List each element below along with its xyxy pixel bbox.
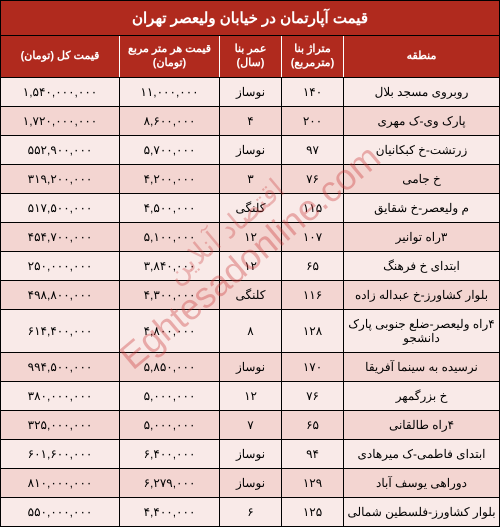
cell-area: ۱۲۵ bbox=[281, 498, 343, 526]
cell-region: خ بزرگمهر bbox=[343, 382, 499, 410]
cell-region: ۴راه طالقانی bbox=[343, 411, 499, 439]
cell-area: ۱۲۸ bbox=[281, 310, 343, 352]
table-row: خ بزرگمهر۷۶۱۲۵,۰۰۰,۰۰۰۳۸۰,۰۰۰,۰۰۰ bbox=[1, 381, 499, 410]
cell-price-total: ۶۱۴,۴۰۰,۰۰۰ bbox=[1, 310, 119, 352]
cell-price-m: ۵,۸۵۰,۰۰۰ bbox=[119, 353, 219, 381]
cell-area: ۲۰۰ bbox=[281, 107, 343, 135]
cell-region: بلوار کشاورز-خ عبداله زاده bbox=[343, 281, 499, 309]
cell-price-m: ۸,۶۰۰,۰۰۰ bbox=[119, 107, 219, 135]
table-row: بلوار کشاورز-خ عبداله زاده۱۱۶کلنگی۴,۳۰۰,… bbox=[1, 280, 499, 309]
cell-area: ۶۵ bbox=[281, 252, 343, 280]
cell-age: ۸ bbox=[219, 310, 281, 352]
table-row: ۴راه ولیعصر-ضلع جنوبی پارک دانشجو۱۲۸۸۴,۸… bbox=[1, 309, 499, 352]
table-row: روبروی مسجد بلال۱۴۰نوساز۱۱,۰۰۰,۰۰۰۱,۵۴۰,… bbox=[1, 77, 499, 106]
header-price-m: قیمت هر متر مربع (تومان) bbox=[119, 36, 219, 77]
cell-price-m: ۶,۲۷۹,۰۰۰ bbox=[119, 469, 219, 497]
table-row: خ جامی۷۶۳۴,۲۰۰,۰۰۰۳۱۹,۲۰۰,۰۰۰ bbox=[1, 164, 499, 193]
cell-price-total: ۹۹۴,۵۰۰,۰۰۰ bbox=[1, 353, 119, 381]
header-age: عمر بنا (سال) bbox=[219, 36, 281, 77]
table-row: ابتدای فاطمی-ک میرهادی۹۴نوساز۶,۴۰۰,۰۰۰۶۰… bbox=[1, 439, 499, 468]
table-row: پارک وی-ک مهری۲۰۰۴۸,۶۰۰,۰۰۰۱,۷۲۰,۰۰۰,۰۰۰ bbox=[1, 106, 499, 135]
table-row: نرسیده به سینما آفریقا۱۷۰نوساز۵,۸۵۰,۰۰۰۹… bbox=[1, 352, 499, 381]
cell-region: خ جامی bbox=[343, 165, 499, 193]
table-row: ۴راه طالقانی۶۵۷۵,۰۰۰,۰۰۰۳۲۵,۰۰۰,۰۰۰ bbox=[1, 410, 499, 439]
cell-price-m: ۳,۸۴۰,۰۰۰ bbox=[119, 252, 219, 280]
cell-age: ۷ bbox=[219, 411, 281, 439]
cell-region: م ولیعصر-خ شقایق bbox=[343, 194, 499, 222]
cell-price-m: ۴,۲۰۰,۰۰۰ bbox=[119, 165, 219, 193]
cell-price-total: ۱,۷۲۰,۰۰۰,۰۰۰ bbox=[1, 107, 119, 135]
cell-price-total: ۶۰۱,۶۰۰,۰۰۰ bbox=[1, 440, 119, 468]
cell-age: ۳ bbox=[219, 165, 281, 193]
cell-region: پارک وی-ک مهری bbox=[343, 107, 499, 135]
cell-price-total: ۴۹۸,۸۰۰,۰۰۰ bbox=[1, 281, 119, 309]
table-title: قیمت آپارتمان در خیابان ولیعصر تهران bbox=[1, 1, 499, 36]
cell-area: ۷۶ bbox=[281, 165, 343, 193]
cell-price-m: ۴,۳۰۰,۰۰۰ bbox=[119, 281, 219, 309]
cell-region: زرتشت-خ کبکانیان bbox=[343, 136, 499, 164]
cell-age: ۴ bbox=[219, 107, 281, 135]
price-table: قیمت آپارتمان در خیابان ولیعصر تهران منط… bbox=[0, 0, 500, 527]
cell-price-total: ۱,۵۴۰,۰۰۰,۰۰۰ bbox=[1, 78, 119, 106]
cell-region: بلوار کشاورز-فلسطین شمالی bbox=[343, 498, 499, 526]
cell-age: ۱۲ bbox=[219, 252, 281, 280]
table-row: ابتدای خ فرهنگ۶۵۱۲۳,۸۴۰,۰۰۰۲۵۰,۰۰۰,۰۰۰ bbox=[1, 251, 499, 280]
header-price-total: قیمت کل (تومان) bbox=[1, 36, 119, 77]
header-region: منطقه bbox=[343, 36, 499, 77]
cell-area: ۹۷ bbox=[281, 136, 343, 164]
cell-age: ۱۲ bbox=[219, 223, 281, 251]
cell-price-total: ۳۸۰,۰۰۰,۰۰۰ bbox=[1, 382, 119, 410]
cell-age: کلنگی bbox=[219, 194, 281, 222]
cell-price-total: ۳۱۹,۲۰۰,۰۰۰ bbox=[1, 165, 119, 193]
cell-area: ۱۷۰ bbox=[281, 353, 343, 381]
table-row: م ولیعصر-خ شقایق۱۱۵کلنگی۴,۵۰۰,۰۰۰۵۱۷,۵۰۰… bbox=[1, 193, 499, 222]
cell-age: نوساز bbox=[219, 469, 281, 497]
cell-area: ۱۰۷ bbox=[281, 223, 343, 251]
table-row: ۳راه توانیر۱۰۷۱۲۵,۱۰۰,۰۰۰۴۵۴,۷۰۰,۰۰۰ bbox=[1, 222, 499, 251]
cell-price-m: ۵,۷۰۰,۰۰۰ bbox=[119, 136, 219, 164]
table-row: بلوار کشاورز-فلسطین شمالی۱۲۵۶۴,۴۰۰,۰۰۰۵۵… bbox=[1, 497, 499, 526]
cell-age: ۶ bbox=[219, 498, 281, 526]
cell-age: نوساز bbox=[219, 78, 281, 106]
cell-price-total: ۸۱۰,۰۰۰,۰۰۰ bbox=[1, 469, 119, 497]
table-row: زرتشت-خ کبکانیان۹۷نوساز۵,۷۰۰,۰۰۰۵۵۲,۹۰۰,… bbox=[1, 135, 499, 164]
cell-price-total: ۴۵۴,۷۰۰,۰۰۰ bbox=[1, 223, 119, 251]
cell-price-m: ۵,۰۰۰,۰۰۰ bbox=[119, 411, 219, 439]
cell-price-total: ۳۲۵,۰۰۰,۰۰۰ bbox=[1, 411, 119, 439]
cell-age: نوساز bbox=[219, 440, 281, 468]
cell-price-m: ۴,۸۰۰,۰۰۰ bbox=[119, 310, 219, 352]
cell-region: نرسیده به سینما آفریقا bbox=[343, 353, 499, 381]
cell-price-m: ۴,۵۰۰,۰۰۰ bbox=[119, 194, 219, 222]
cell-region: ابتدای خ فرهنگ bbox=[343, 252, 499, 280]
cell-price-m: ۴,۴۰۰,۰۰۰ bbox=[119, 498, 219, 526]
cell-area: ۶۵ bbox=[281, 411, 343, 439]
cell-region: ۳راه توانیر bbox=[343, 223, 499, 251]
cell-price-m: ۵,۱۰۰,۰۰۰ bbox=[119, 223, 219, 251]
cell-area: ۱۱۶ bbox=[281, 281, 343, 309]
cell-area: ۱۱۵ bbox=[281, 194, 343, 222]
cell-area: ۹۴ bbox=[281, 440, 343, 468]
cell-region: ۴راه ولیعصر-ضلع جنوبی پارک دانشجو bbox=[343, 310, 499, 352]
cell-area: ۱۴۰ bbox=[281, 78, 343, 106]
cell-price-total: ۵۱۷,۵۰۰,۰۰۰ bbox=[1, 194, 119, 222]
header-area: متراژ بنا (مترمربع) bbox=[281, 36, 343, 77]
cell-price-m: ۱۱,۰۰۰,۰۰۰ bbox=[119, 78, 219, 106]
cell-price-m: ۵,۰۰۰,۰۰۰ bbox=[119, 382, 219, 410]
cell-area: ۷۶ bbox=[281, 382, 343, 410]
cell-price-total: ۵۵۰,۰۰۰,۰۰۰ bbox=[1, 498, 119, 526]
cell-price-total: ۵۵۲,۹۰۰,۰۰۰ bbox=[1, 136, 119, 164]
cell-region: دوراهی یوسف آباد bbox=[343, 469, 499, 497]
cell-age: نوساز bbox=[219, 353, 281, 381]
table-header-row: منطقه متراژ بنا (مترمربع) عمر بنا (سال) … bbox=[1, 36, 499, 77]
cell-region: روبروی مسجد بلال bbox=[343, 78, 499, 106]
cell-region: ابتدای فاطمی-ک میرهادی bbox=[343, 440, 499, 468]
cell-price-total: ۲۵۰,۰۰۰,۰۰۰ bbox=[1, 252, 119, 280]
cell-price-m: ۶,۴۰۰,۰۰۰ bbox=[119, 440, 219, 468]
cell-age: کلنگی bbox=[219, 281, 281, 309]
table-body: روبروی مسجد بلال۱۴۰نوساز۱۱,۰۰۰,۰۰۰۱,۵۴۰,… bbox=[1, 77, 499, 526]
cell-area: ۱۲۹ bbox=[281, 469, 343, 497]
cell-age: نوساز bbox=[219, 136, 281, 164]
table-row: دوراهی یوسف آباد۱۲۹نوساز۶,۲۷۹,۰۰۰۸۱۰,۰۰۰… bbox=[1, 468, 499, 497]
cell-age: ۱۲ bbox=[219, 382, 281, 410]
